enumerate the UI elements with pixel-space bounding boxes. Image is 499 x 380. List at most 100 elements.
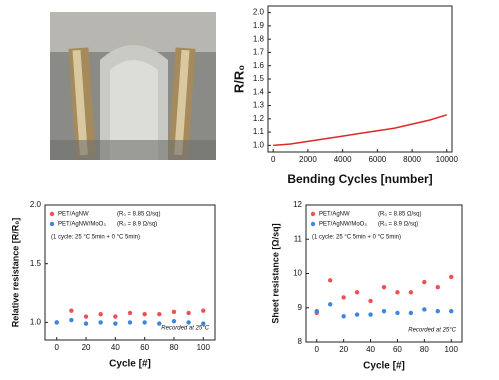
data-point: [435, 308, 440, 314]
y-axis-label: R/R₀: [231, 65, 246, 93]
legend-label: PET/AgNW: [58, 212, 89, 218]
x-tick-label: 60: [393, 345, 402, 354]
data-point: [395, 290, 400, 295]
data-point: [381, 285, 387, 290]
data-point: [201, 321, 206, 326]
data-point: [422, 279, 427, 285]
y-tick-label: 10: [293, 269, 302, 278]
y-tick-label: 8: [298, 337, 303, 346]
x-tick-label: 100: [445, 345, 459, 354]
data-point: [142, 311, 147, 317]
data-point: [408, 310, 414, 316]
data-point: [435, 285, 440, 290]
y-tick-label: 1.8: [253, 34, 265, 43]
x-tick-label: 20: [82, 343, 91, 352]
data-point: [171, 309, 177, 315]
legend-label: PET/AgNW/MoO₃: [319, 222, 367, 228]
data-point: [328, 302, 333, 307]
plot-frame: [44, 204, 216, 341]
photo: [50, 12, 216, 160]
legend-marker: [310, 221, 316, 227]
data-point: [127, 310, 133, 316]
data-point: [201, 308, 206, 313]
footnote: Recorded at 25°C: [408, 328, 456, 334]
legend-note: (R₀ = 8.9 Ω/sq): [117, 222, 157, 228]
annotation: (1 cycle: 25 °C 5min + 0 °C 5min): [312, 235, 401, 241]
x-tick-label: 20: [339, 345, 348, 354]
data-point: [314, 308, 319, 314]
data-point: [186, 310, 191, 316]
data-point: [157, 321, 162, 326]
y-tick-label: 1.5: [253, 74, 265, 83]
data-point: [98, 320, 103, 325]
data-point: [408, 290, 414, 295]
x-tick-label: 40: [366, 345, 375, 354]
data-point: [69, 308, 74, 313]
y-tick-label: 1.9: [253, 21, 265, 30]
y-tick-label: 1.0: [253, 140, 265, 149]
x-tick-label: 80: [420, 345, 429, 354]
x-tick-label: 6000: [368, 155, 386, 164]
y-tick-label: 1.3: [253, 101, 265, 110]
x-tick-label: 40: [111, 343, 120, 352]
annotation: (1 cycle: 25 °C 5min + 0 °C 5min): [51, 235, 140, 241]
data-point: [83, 321, 89, 326]
x-tick-label: 0: [271, 155, 276, 164]
y-tick-label: 1.2: [253, 114, 265, 123]
data-point: [328, 278, 333, 283]
y-tick-label: 1.4: [253, 87, 265, 96]
x-tick-label: 100: [197, 343, 211, 352]
x-axis-label: Cycle [#]: [109, 359, 151, 370]
data-point: [354, 312, 360, 317]
x-tick-label: 2000: [299, 155, 317, 164]
data-point: [449, 274, 454, 280]
y-axis-label: Sheet resistance [Ω/sq]: [270, 223, 280, 323]
plot-frame: [267, 5, 453, 153]
y-tick-label: 2.0: [253, 8, 265, 17]
y-tick-label: 1.0: [30, 318, 42, 327]
data-point: [186, 320, 191, 325]
x-axis-label: Cycle [#]: [363, 361, 405, 372]
x-tick-label: 60: [140, 343, 149, 352]
data-point: [127, 320, 133, 325]
y-tick-label: 2.0: [30, 200, 42, 209]
y-axis-label: Relative resistance [R/R₀]: [10, 218, 20, 328]
legend-note: (R₀ = 8.85 Ω/sq): [378, 212, 422, 218]
data-point: [83, 314, 89, 319]
y-tick-label: 1.1: [253, 127, 265, 136]
x-axis-label: Bending Cycles [number]: [287, 172, 432, 186]
data-point: [381, 308, 387, 314]
data-point: [368, 298, 373, 304]
data-point: [54, 320, 59, 325]
legend-marker: [310, 211, 316, 217]
data-point: [449, 308, 454, 314]
x-tick-label: 0: [54, 343, 59, 352]
data-point: [341, 314, 346, 319]
data-point: [354, 290, 360, 295]
data-point: [69, 317, 74, 323]
y-tick-label: 12: [293, 200, 302, 209]
data-line: [273, 114, 448, 147]
x-tick-label: 0: [315, 345, 320, 354]
x-tick-label: 10000: [436, 155, 459, 164]
x-tick-label: 8000: [403, 155, 421, 164]
data-point: [341, 295, 346, 300]
data-point: [395, 310, 400, 316]
data-point: [113, 321, 118, 326]
data-point: [142, 320, 147, 325]
legend-label: PET/AgNW: [319, 212, 350, 218]
data-point: [422, 307, 427, 312]
legend-marker: [49, 221, 55, 227]
legend-label: PET/AgNW/MoO₃: [58, 222, 106, 228]
y-tick-label: 1.5: [30, 259, 42, 268]
data-point: [98, 311, 103, 317]
data-point: [368, 312, 373, 317]
data-point: [113, 314, 118, 319]
x-tick-label: 4000: [334, 155, 352, 164]
y-tick-label: 1.7: [253, 48, 265, 57]
data-point: [171, 319, 177, 324]
y-tick-label: 9: [298, 303, 303, 312]
data-point: [157, 311, 162, 317]
footnote: Recorded at 25°C: [161, 326, 209, 332]
